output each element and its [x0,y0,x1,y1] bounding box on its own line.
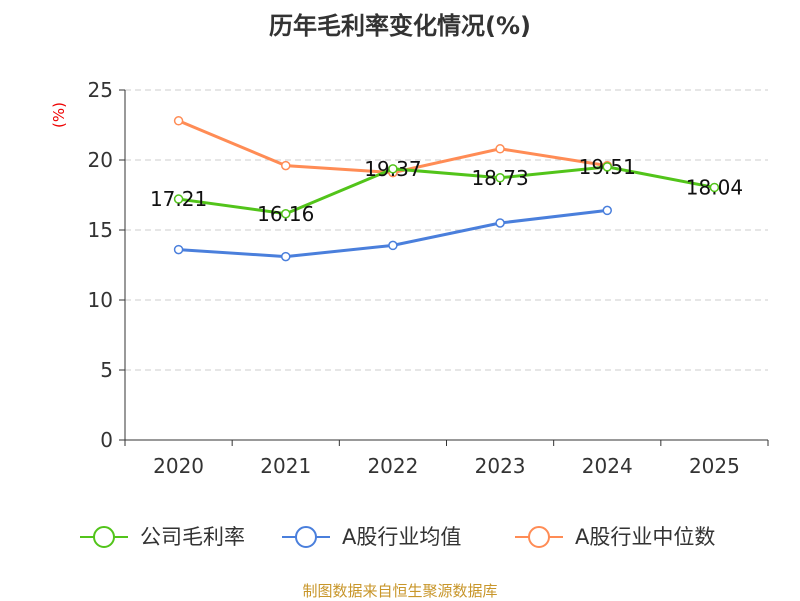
data-point [602,162,612,172]
chart-title: 历年毛利率变化情况(%) [269,12,531,40]
x-tick-label: 2020 [153,454,204,478]
data-point [495,144,505,154]
legend-marker [528,526,550,548]
legend-marker [93,526,115,548]
data-point [173,244,184,255]
data-point [388,240,398,251]
legend-marker [295,526,317,548]
data-point [281,160,291,171]
source-note: 制图数据来自恒生聚源数据库 [302,582,498,600]
data-point [281,209,291,219]
data-label: 17.21 [150,187,207,211]
data-point [281,251,291,262]
data-point [495,173,505,183]
y-tick-label: 25 [88,78,113,102]
legend-label: 公司毛利率 [140,525,245,549]
data-label: 18.73 [471,166,528,190]
y-tick-label: 0 [100,428,113,452]
y-tick-label: 10 [88,288,113,312]
data-point [602,205,612,216]
x-tick-label: 2023 [475,454,526,478]
x-tick-label: 2024 [582,454,633,478]
series-line-0 [178,165,715,216]
data-point [173,194,184,204]
y-tick-label: 5 [100,358,113,382]
data-label: 18.04 [686,175,743,199]
legend-label: A股行业均值 [342,525,461,549]
data-label: 19.51 [579,155,636,179]
data-point [173,116,184,126]
x-tick-label: 2025 [689,454,740,478]
y-tick-label: 15 [88,218,113,242]
x-tick-label: 2021 [260,454,311,478]
data-point [709,182,720,193]
data-label: 19.37 [364,157,421,181]
data-point [495,218,505,228]
data-label: 16.16 [257,202,314,226]
y-tick-label: 20 [88,148,113,172]
data-point [388,164,398,174]
legend-label: A股行业中位数 [575,525,715,549]
x-tick-label: 2022 [367,454,418,478]
